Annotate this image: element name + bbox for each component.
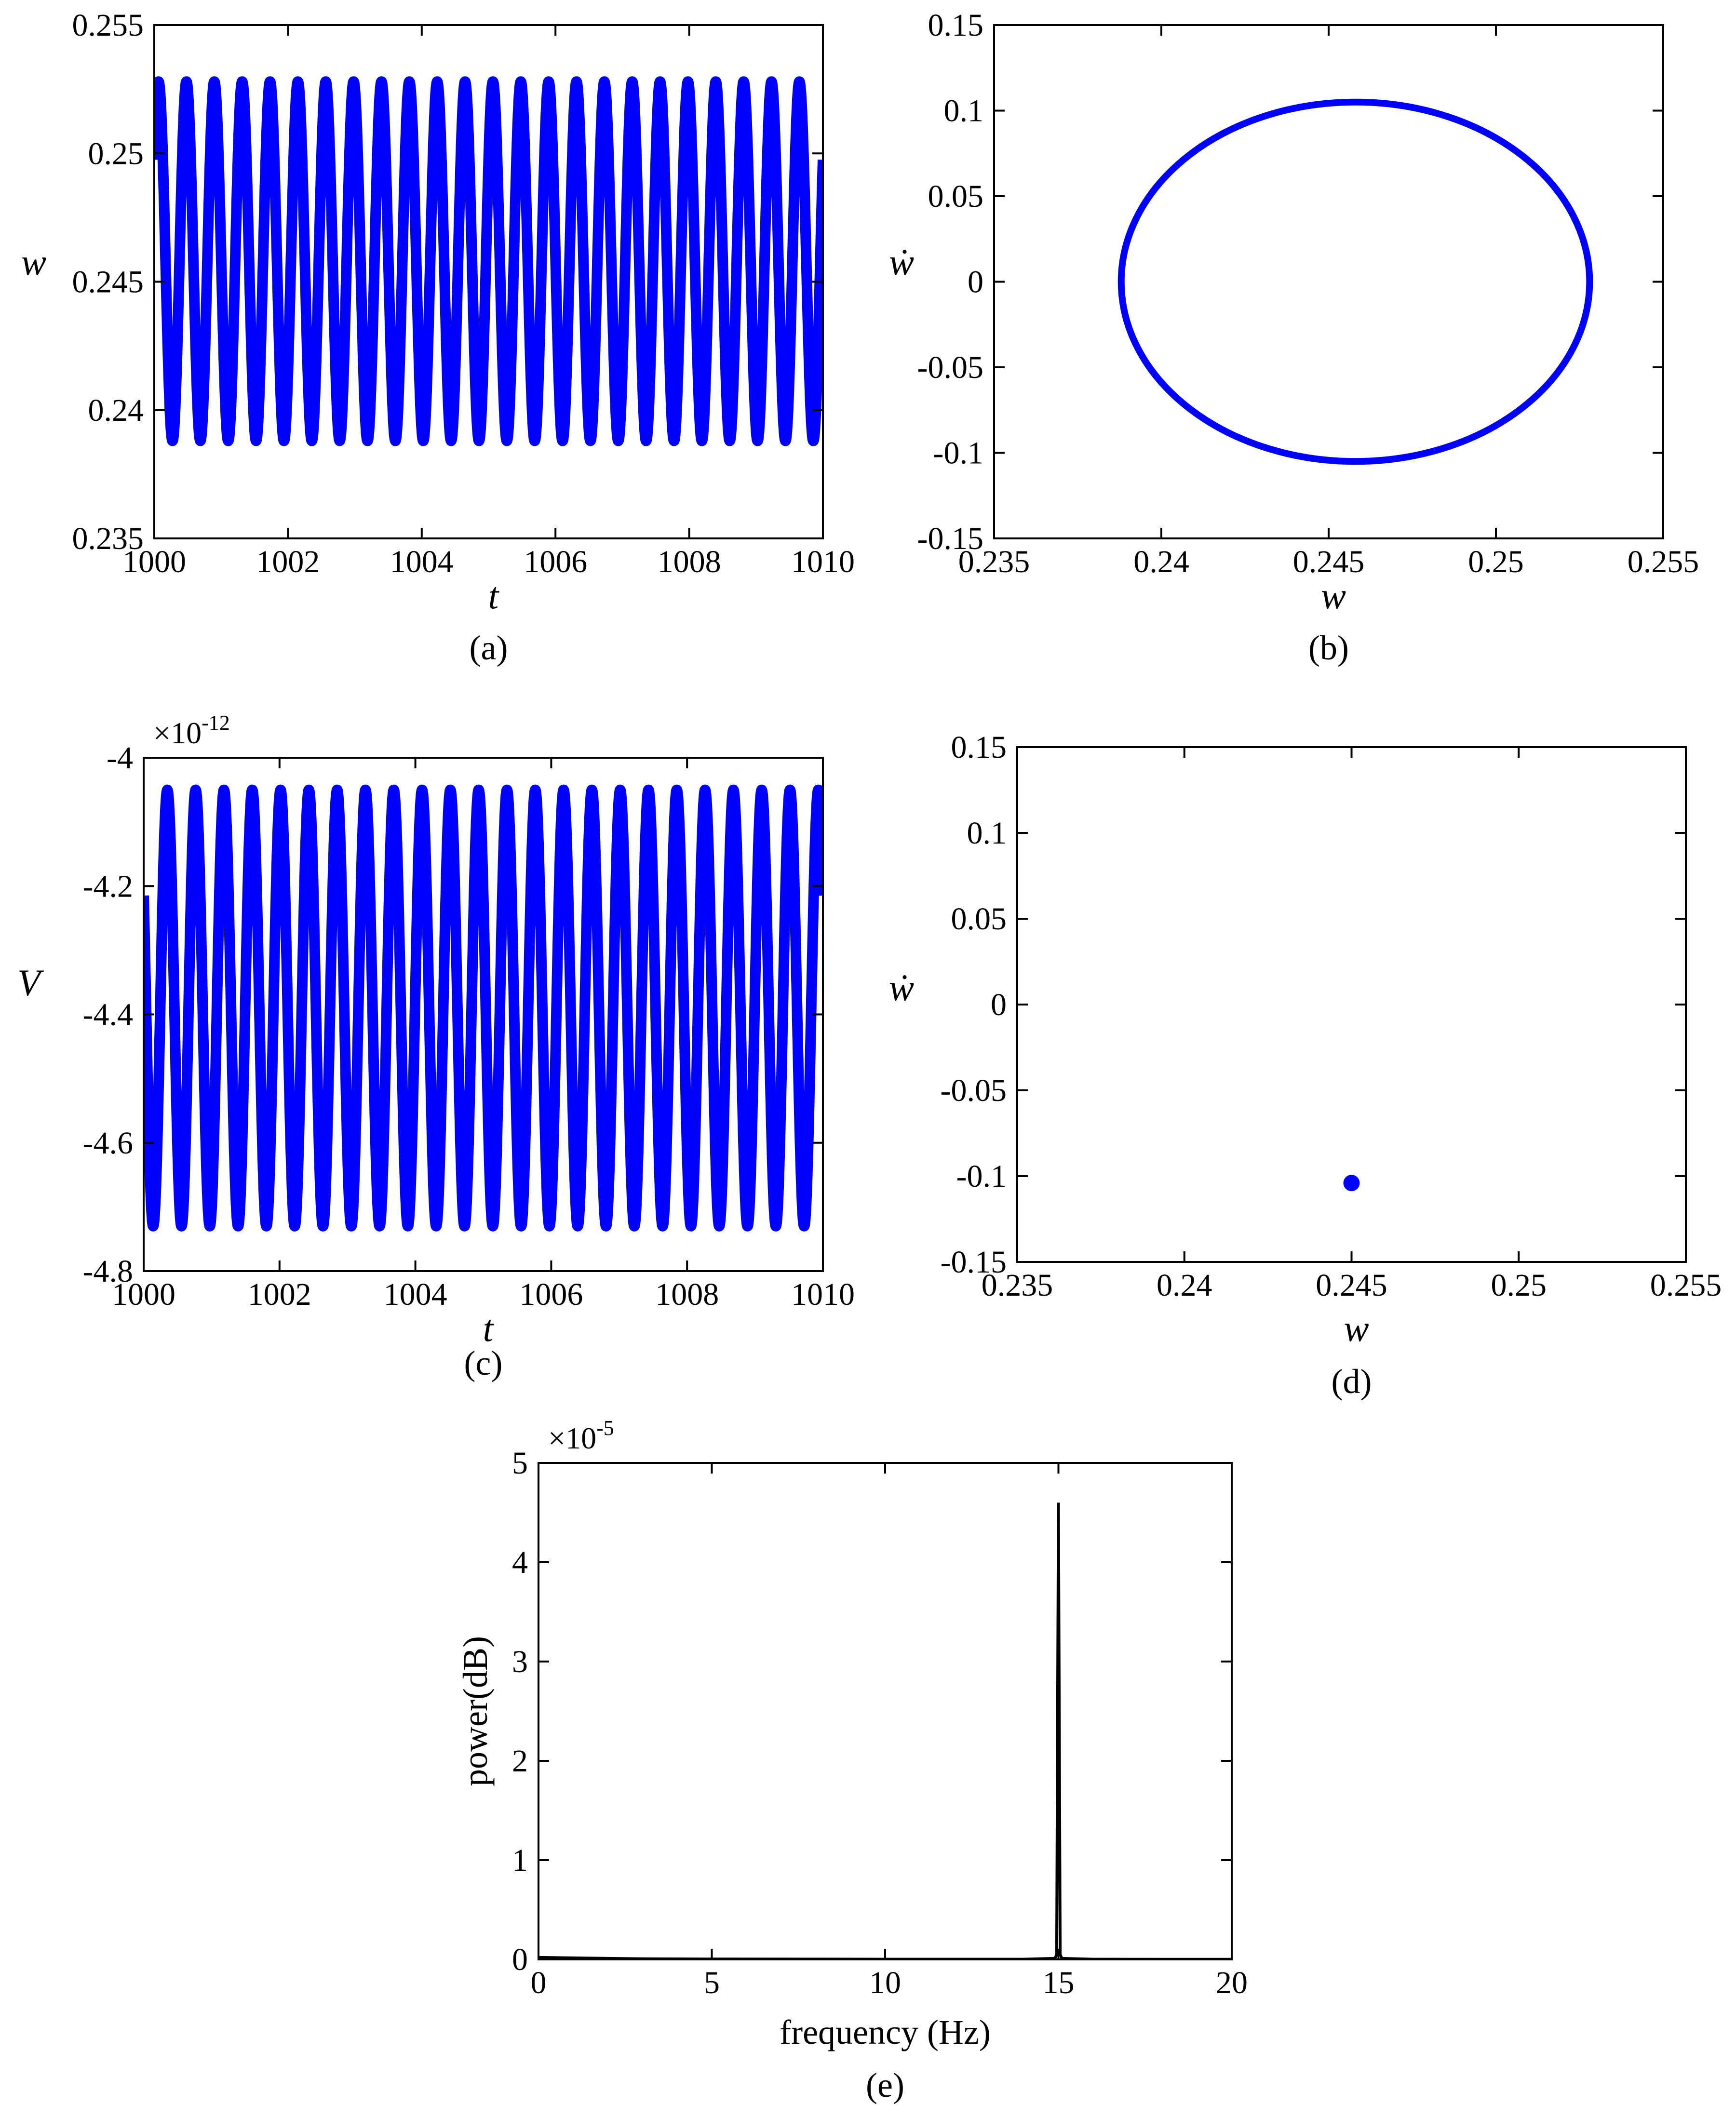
series-line <box>144 784 823 1232</box>
y-tick-label: -4.8 <box>83 1254 133 1289</box>
x-tick-label: 0.245 <box>1293 544 1365 579</box>
plot-area <box>1343 1175 1360 1192</box>
panel-a: 1000 1002 1004 1006 1008 1010 0.235 0.24 0.245 0.… <box>21 8 855 667</box>
x-tick-label: 1008 <box>655 1277 719 1312</box>
x-tick-label: 15 <box>1043 1965 1075 2000</box>
x-tick-label: 1002 <box>248 1277 311 1312</box>
axes-box <box>538 1462 1233 1960</box>
y-tick-label: 0.1 <box>967 816 1007 851</box>
y-tick-label: 1 <box>512 1843 528 1878</box>
panel-caption: (a) <box>470 629 508 667</box>
x-tick-label: 0.235 <box>982 1268 1053 1303</box>
y-axis-label: ẇ <box>889 966 914 1008</box>
panel-c: 1000 1002 1004 1006 1008 1010 -4.8 -4.6 -4.4 -4.2… <box>17 711 855 1382</box>
x-tick-label: 0.255 <box>1628 544 1699 579</box>
x-tick-label: 1002 <box>256 544 320 579</box>
y-tick-label: 0 <box>968 265 983 300</box>
x-axis-label: w <box>1344 1307 1369 1349</box>
y-tick-label: 4 <box>512 1545 528 1580</box>
y-tick-label: 0.25 <box>88 136 144 171</box>
x-tick-label: 20 <box>1216 1965 1248 2000</box>
y-tick-label: -0.1 <box>933 436 983 471</box>
y-tick-label: 0.05 <box>951 901 1007 937</box>
y-tick-label: 0 <box>991 987 1007 1022</box>
x-tick-label: 1010 <box>791 1277 855 1312</box>
panel-caption: (d) <box>1332 1362 1372 1401</box>
y-tick-label: -4 <box>107 740 133 776</box>
y-exponent: ×10-12 <box>153 711 230 750</box>
y-tick-label: -4.2 <box>83 869 133 904</box>
y-tick-label: 0.05 <box>928 179 984 214</box>
y-axis-label: power(dB) <box>456 1636 495 1786</box>
x-axis-label: frequency (Hz) <box>780 2013 991 2051</box>
panel-e: 0 5 10 15 20 0 1 2 3 4 5 ×10-5 frequency (Hz) power(d… <box>456 1416 1248 2105</box>
y-exponent: ×10-5 <box>548 1416 614 1455</box>
y-tick-label: -0.05 <box>917 350 983 385</box>
panel-caption: (c) <box>464 1344 503 1382</box>
y-tick-label: -0.1 <box>956 1159 1007 1194</box>
plot-area <box>154 76 823 446</box>
x-axis-label: t <box>488 575 500 617</box>
plot-area <box>1117 98 1593 465</box>
y-tick-label: -0.15 <box>917 521 983 556</box>
x-tick-label: 1008 <box>658 544 721 579</box>
y-axis-label: ẇ <box>889 241 914 283</box>
y-tick-label: 3 <box>512 1644 528 1679</box>
x-tick-label: 1004 <box>390 544 454 579</box>
x-tick-label: 0.24 <box>1157 1268 1212 1303</box>
y-tick-label: -4.4 <box>83 997 133 1032</box>
x-tick-label: 0.24 <box>1133 544 1189 579</box>
data-point <box>1343 1175 1360 1192</box>
x-tick-label: 1006 <box>524 544 587 579</box>
plot-area <box>538 1502 1232 1959</box>
x-tick-label: 5 <box>704 1965 720 2000</box>
y-tick-label: 0.15 <box>928 8 984 43</box>
y-tick-label: 0.235 <box>72 521 144 556</box>
x-tick-label: 0.255 <box>1650 1268 1722 1303</box>
y-tick-label: 0.255 <box>72 8 144 43</box>
y-tick-label: -4.6 <box>83 1126 133 1161</box>
y-tick-label: 2 <box>512 1743 528 1779</box>
x-axis-label: w <box>1321 575 1346 617</box>
y-tick-label: -0.05 <box>941 1073 1007 1108</box>
x-tick-label: 0 <box>531 1965 547 2000</box>
phase-orbit <box>1117 98 1593 465</box>
y-axis-label: V <box>17 962 44 1004</box>
x-axis-label: t <box>483 1307 495 1349</box>
y-tick-label: 0 <box>512 1942 528 1977</box>
panel-caption: (b) <box>1308 629 1349 667</box>
x-tick-label: 0.245 <box>1316 1268 1387 1303</box>
x-tick-label: 0.235 <box>958 544 1030 579</box>
plot-area <box>144 784 823 1232</box>
x-tick-label: 0.25 <box>1491 1268 1547 1303</box>
y-tick-label: 0.24 <box>88 393 144 428</box>
y-tick-label: 0.1 <box>944 94 984 129</box>
y-tick-label: 5 <box>512 1446 528 1481</box>
y-axis-label: w <box>21 241 46 283</box>
x-tick-label: 10 <box>869 1965 901 2000</box>
x-tick-label: 1000 <box>122 544 186 579</box>
panel-d: 0.235 0.24 0.245 0.25 0.255 -0.15 -0.1 -0.05 0 0.… <box>889 730 1722 1401</box>
spectrum-line <box>538 1502 1232 1959</box>
x-tick-label: 0.25 <box>1468 544 1524 579</box>
y-tick-label: 0.245 <box>72 265 144 300</box>
series-line <box>154 76 823 446</box>
panel-b: 0.235 0.24 0.245 0.25 0.255 -0.15 -0.1 -0.05 0 0.… <box>889 8 1699 667</box>
x-tick-label: 1004 <box>384 1277 447 1312</box>
y-tick-label: -0.15 <box>941 1245 1007 1280</box>
panel-caption: (e) <box>866 2066 904 2105</box>
x-tick-label: 1010 <box>791 544 855 579</box>
x-tick-label: 1006 <box>519 1277 583 1312</box>
x-tick-label: 1000 <box>112 1277 175 1312</box>
y-tick-label: 0.15 <box>951 730 1007 765</box>
